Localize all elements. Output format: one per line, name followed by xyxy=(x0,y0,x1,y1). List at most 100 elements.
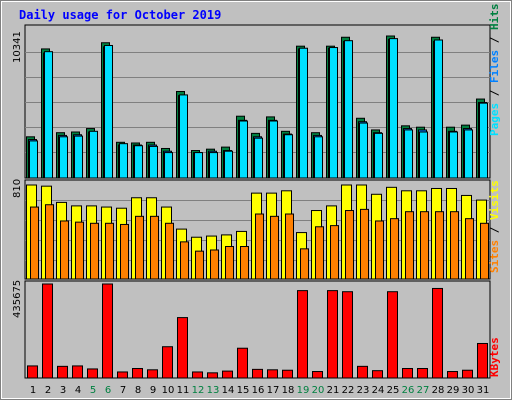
x-tick-label: 25 xyxy=(387,385,400,396)
sites-bar xyxy=(120,223,129,280)
pages-bar xyxy=(44,51,53,179)
pages-bar xyxy=(29,140,38,179)
pages-bar xyxy=(404,129,413,179)
x-tick-label: 27 xyxy=(417,385,430,396)
bottom-panel-legend: KBytes xyxy=(488,337,501,377)
kbytes-bar xyxy=(177,317,188,379)
pages-bar xyxy=(449,131,458,179)
x-tick-label: 26 xyxy=(402,385,415,396)
x-tick-label: 8 xyxy=(135,385,141,396)
kbytes-bar xyxy=(282,369,293,379)
kbytes-bar xyxy=(192,371,203,379)
kbytes-bar xyxy=(207,372,218,379)
kbytes-bar xyxy=(267,369,278,379)
x-tick-label: 10 xyxy=(162,385,175,396)
middle-panel-max-label: 810 xyxy=(12,179,23,198)
x-tick-label: 14 xyxy=(222,385,235,396)
chart-title: Daily usage for October 2019 xyxy=(19,8,221,22)
sites-bar xyxy=(420,211,429,280)
x-tick-label: 17 xyxy=(267,385,280,396)
pages-bar xyxy=(464,129,473,179)
pages-bar xyxy=(434,39,443,179)
x-tick-label: 19 xyxy=(297,385,310,396)
pages-bar xyxy=(74,135,83,179)
x-tick-label: 18 xyxy=(282,385,295,396)
pages-bar xyxy=(134,145,143,179)
kbytes-bar xyxy=(417,368,428,379)
sites-bar xyxy=(390,218,399,280)
legend-sites: Sites xyxy=(488,240,501,273)
legend-kbytes: KBytes xyxy=(488,337,501,377)
x-tick-label: 11 xyxy=(177,385,190,396)
pages-bar xyxy=(224,150,233,179)
legend-separator: / xyxy=(488,30,501,50)
sites-bar xyxy=(90,222,99,280)
x-tick-label: 6 xyxy=(105,385,111,396)
top-legend-text: Pages / Files / Hits xyxy=(488,4,501,137)
pages-bar xyxy=(284,134,293,179)
x-tick-label: 21 xyxy=(327,385,340,396)
pages-bar xyxy=(209,152,218,179)
kbytes-bar xyxy=(357,365,368,379)
x-tick-label: 24 xyxy=(372,385,385,396)
kbytes-bar xyxy=(237,347,248,379)
x-tick-label: 7 xyxy=(120,385,126,396)
kbytes-bar xyxy=(447,371,458,379)
sites-bar xyxy=(225,246,234,280)
x-tick-label: 29 xyxy=(447,385,460,396)
pages-bar xyxy=(389,38,398,179)
legend-separator: / xyxy=(488,83,501,103)
y-axis-max-labels: 10341 810 435675 xyxy=(12,31,23,318)
kbytes-bar xyxy=(87,368,98,379)
kbytes-bar xyxy=(252,368,263,379)
sites-bar xyxy=(270,215,279,280)
sites-bar xyxy=(375,220,384,280)
sites-bar xyxy=(315,226,324,280)
sites-bar xyxy=(210,249,219,280)
x-tick-label: 23 xyxy=(357,385,370,396)
pages-bar xyxy=(59,136,68,179)
kbytes-bar xyxy=(57,365,68,379)
x-tick-label: 20 xyxy=(312,385,325,396)
bottom-panel-max-label: 435675 xyxy=(12,280,23,318)
kbytes-bar xyxy=(387,291,398,379)
x-tick-label: 31 xyxy=(477,385,490,396)
pages-bar xyxy=(344,40,353,179)
top-panel-legend: Pages / Files / Hits xyxy=(488,4,501,137)
pages-bar xyxy=(89,130,98,179)
pages-bar xyxy=(254,137,263,179)
x-tick-label: 13 xyxy=(207,385,220,396)
sites-bar xyxy=(45,204,54,280)
sites-bar xyxy=(195,250,204,280)
chart-bars xyxy=(26,35,489,379)
x-tick-label: 30 xyxy=(462,385,475,396)
legend-hits: Hits xyxy=(488,4,501,31)
sites-bar xyxy=(180,241,189,280)
sites-bar xyxy=(435,211,444,280)
pages-bar xyxy=(149,145,158,179)
x-tick-label: 5 xyxy=(90,385,96,396)
kbytes-bar xyxy=(312,371,323,379)
pages-bar xyxy=(119,143,128,179)
pages-bar xyxy=(179,94,188,179)
legend-separator: / xyxy=(488,220,501,240)
kbytes-bar xyxy=(147,369,158,379)
pages-bar xyxy=(359,122,368,179)
middle-legend-text: Sites / Visits xyxy=(488,180,501,273)
kbytes-bar xyxy=(297,290,308,379)
pages-bar xyxy=(314,136,323,179)
kbytes-bar xyxy=(432,287,443,379)
kbytes-bar xyxy=(102,283,113,379)
pages-bar xyxy=(374,132,383,179)
pages-bar xyxy=(269,120,278,179)
middle-panel-legend: Sites / Visits xyxy=(488,180,501,273)
sites-bar xyxy=(360,208,369,280)
x-tick-label: 22 xyxy=(342,385,355,396)
pages-bar xyxy=(479,102,488,179)
sites-bar xyxy=(330,225,339,280)
sites-bar xyxy=(345,210,354,280)
x-tick-label: 2 xyxy=(45,385,51,396)
